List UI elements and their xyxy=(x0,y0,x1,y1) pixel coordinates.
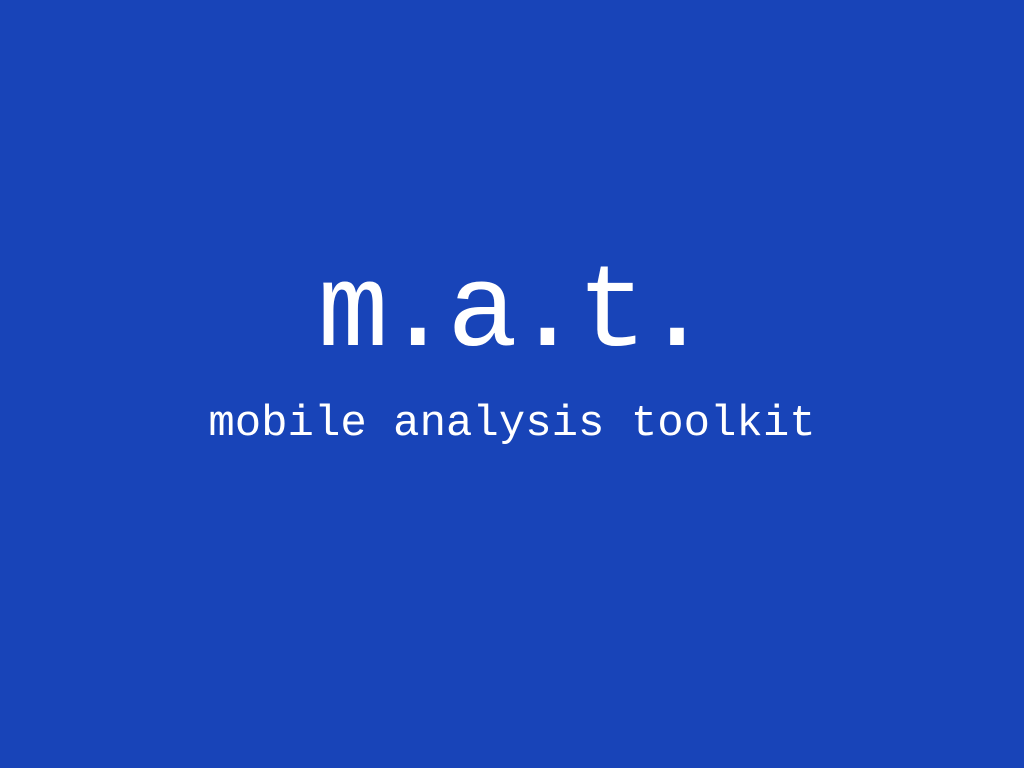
app-logo-text: m.a.t. xyxy=(317,248,713,381)
app-tagline: mobile analysis toolkit xyxy=(208,399,816,449)
